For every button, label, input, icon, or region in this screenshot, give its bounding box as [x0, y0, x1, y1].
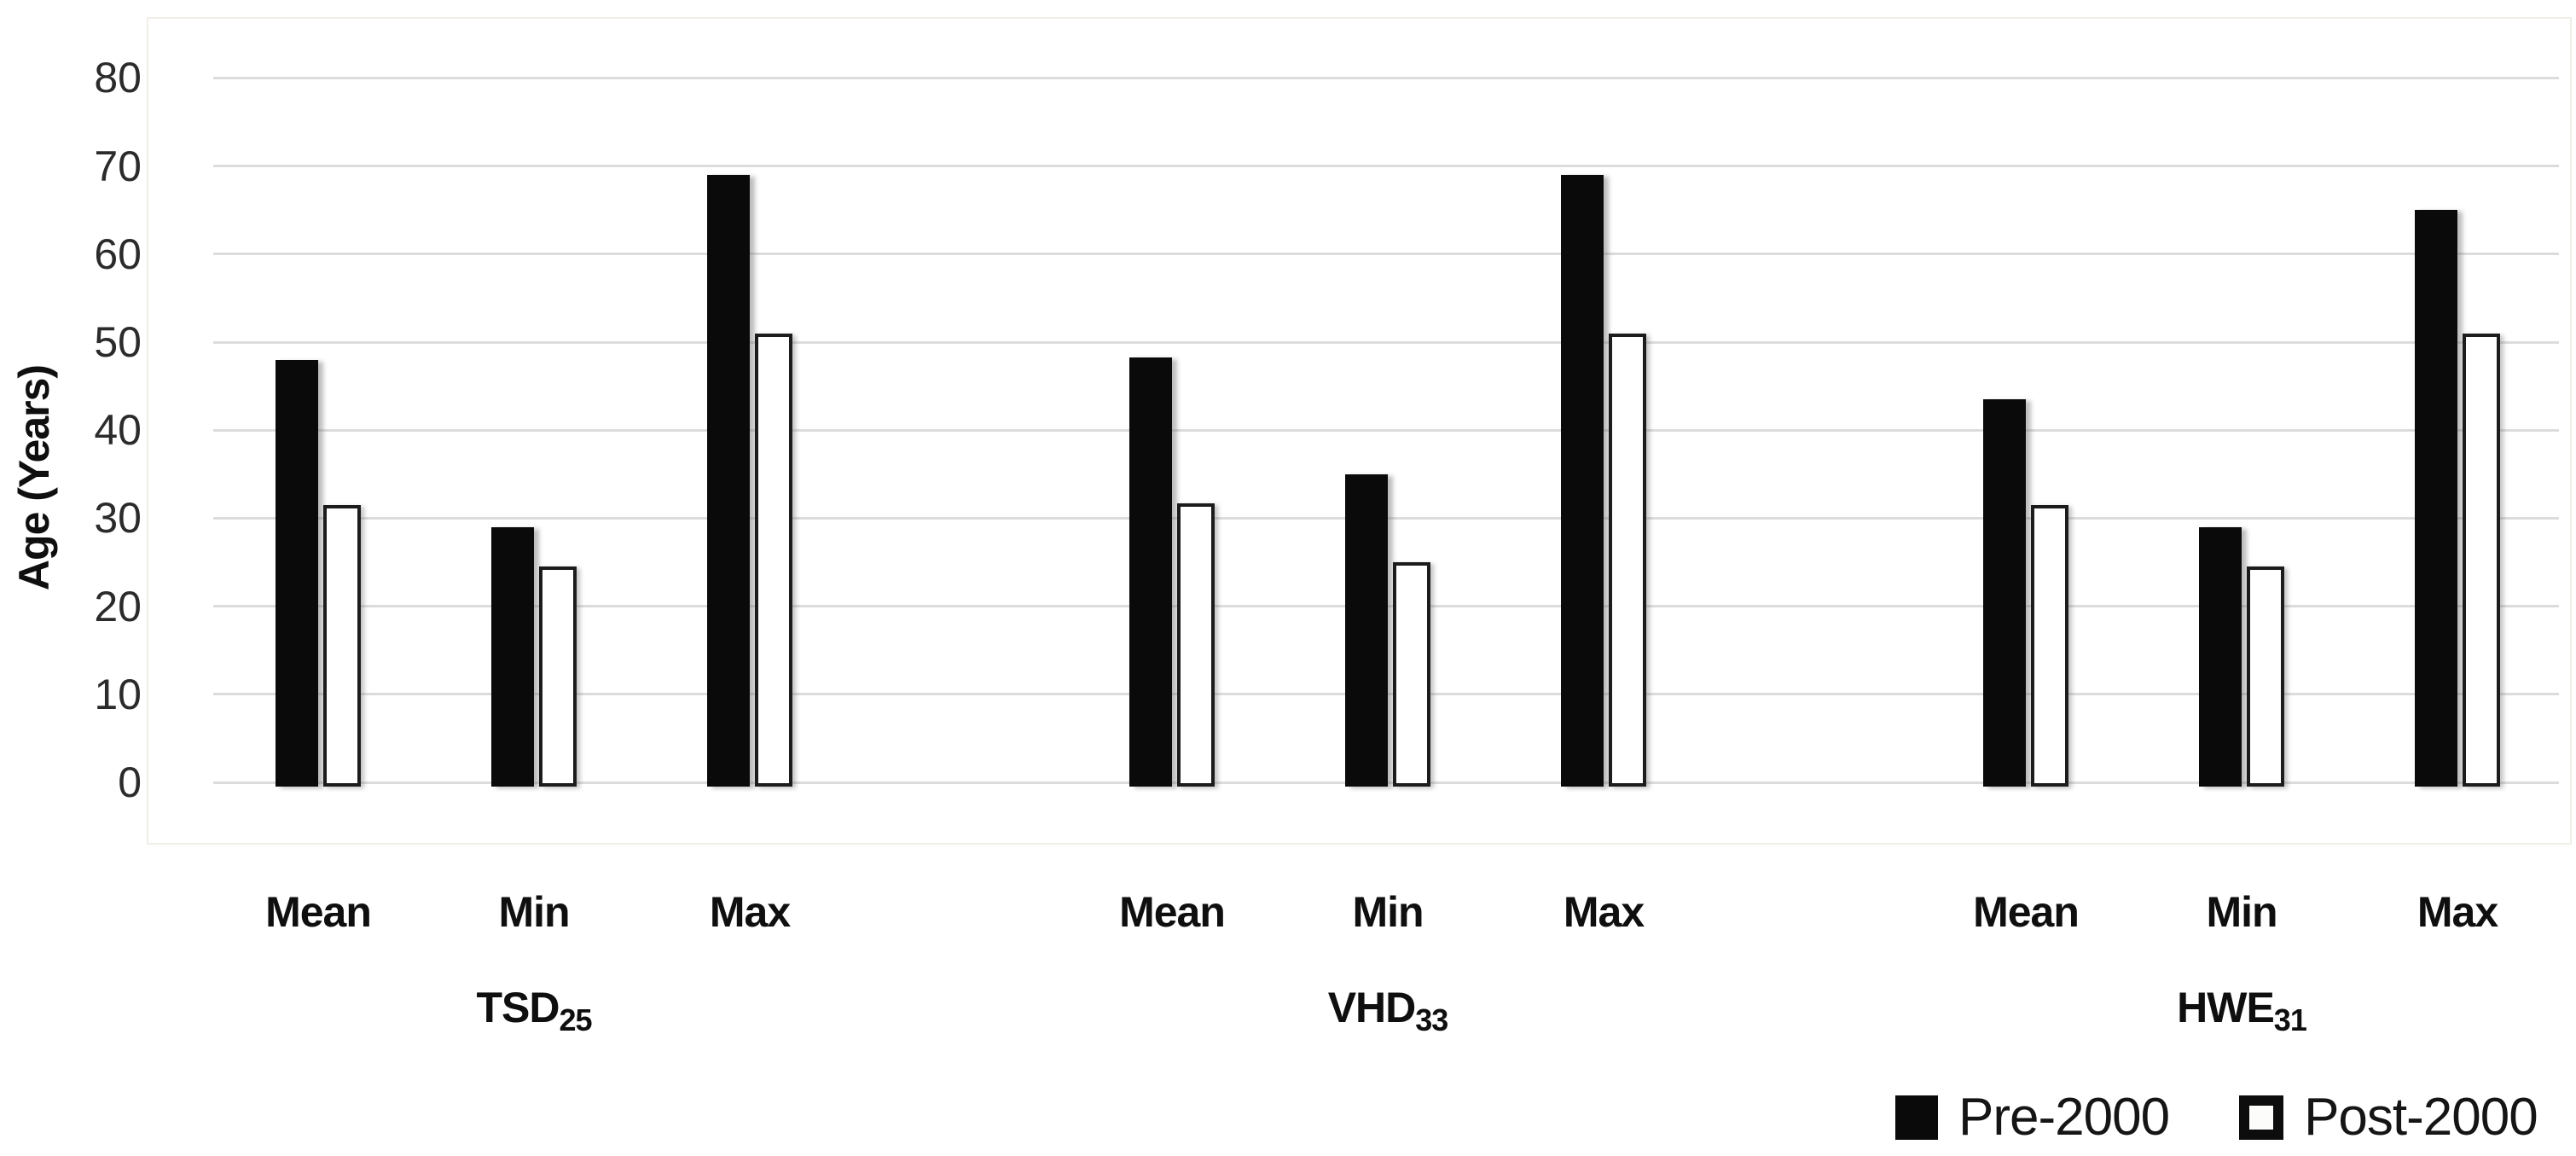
bar-pre-2000-hwe-mean [1983, 399, 2026, 787]
bar-pre-2000-tsd-max [707, 174, 750, 787]
category-label-tsd-min: Min [498, 888, 570, 936]
category-label-vhd-mean: Mean [1119, 888, 1226, 936]
group-label-text: HWE [2177, 984, 2275, 1031]
legend-label-pre-2000: Pre-2000 [1958, 1088, 2170, 1147]
bar-pre-2000-hwe-min [2199, 526, 2242, 787]
group-label-vhd: VHD33 [1217, 983, 1558, 1037]
legend: Pre-2000 Post-2000 [1895, 1090, 2538, 1145]
category-label-vhd-min: Min [1352, 888, 1424, 936]
bar-post-2000-tsd-max [755, 333, 792, 787]
bar-pre-2000-tsd-mean [276, 359, 318, 787]
y-axis-title: Age (Years) [10, 364, 58, 591]
bar-post-2000-hwe-min [2247, 566, 2284, 787]
gridline-y-60 [213, 253, 2559, 256]
group-label-hwe: HWE31 [2071, 983, 2412, 1037]
bar-pre-2000-hwe-max [2415, 210, 2457, 787]
bar-pre-2000-vhd-max [1561, 174, 1604, 787]
group-label-subscript: 31 [2273, 1002, 2307, 1037]
gridline-y-40 [213, 428, 2559, 432]
y-tick-label-60: 60 [94, 229, 142, 278]
bar-pre-2000-vhd-mean [1129, 357, 1172, 787]
legend-entry-pre-2000: Pre-2000 [1895, 1088, 2170, 1147]
bar-post-2000-tsd-min [539, 566, 577, 787]
gridline-y-50 [213, 340, 2559, 344]
legend-entry-post-2000: Post-2000 [2239, 1090, 2538, 1145]
category-label-vhd-max: Max [1563, 888, 1645, 936]
gridline-y-70 [213, 165, 2559, 168]
group-label-text: VHD [1327, 984, 1417, 1031]
group-label-subscript: 25 [559, 1002, 592, 1037]
bar-post-2000-hwe-mean [2031, 504, 2068, 787]
group-label-text: TSD [476, 984, 560, 1031]
legend-label-post-2000: Post-2000 [2304, 1088, 2538, 1147]
gridline-y-80 [213, 76, 2559, 79]
legend-swatch-post-2000-icon [2239, 1095, 2284, 1140]
group-label-tsd: TSD25 [363, 983, 705, 1037]
bar-post-2000-tsd-mean [323, 504, 361, 787]
bar-post-2000-hwe-max [2463, 333, 2500, 787]
category-label-hwe-max: Max [2416, 888, 2498, 936]
y-tick-label-50: 50 [94, 318, 142, 366]
legend-swatch-pre-2000-icon [1895, 1095, 1938, 1140]
y-tick-label-80: 80 [94, 54, 142, 102]
group-label-subscript: 33 [1415, 1002, 1448, 1037]
bar-pre-2000-tsd-min [491, 526, 534, 787]
category-label-hwe-min: Min [2206, 888, 2277, 936]
category-label-hwe-mean: Mean [1973, 888, 2080, 936]
bar-post-2000-vhd-min [1393, 562, 1430, 787]
y-tick-label-10: 10 [94, 670, 142, 718]
y-tick-label-40: 40 [94, 406, 142, 455]
bar-pre-2000-vhd-min [1345, 473, 1388, 787]
y-tick-label-30: 30 [94, 494, 142, 543]
category-label-tsd-mean: Mean [265, 888, 372, 936]
bar-post-2000-vhd-max [1609, 333, 1646, 787]
y-tick-label-70: 70 [94, 142, 142, 190]
y-tick-label-0: 0 [118, 758, 142, 806]
y-tick-label-20: 20 [94, 582, 142, 630]
bar-post-2000-vhd-mean [1177, 502, 1215, 787]
category-label-tsd-max: Max [709, 888, 791, 936]
